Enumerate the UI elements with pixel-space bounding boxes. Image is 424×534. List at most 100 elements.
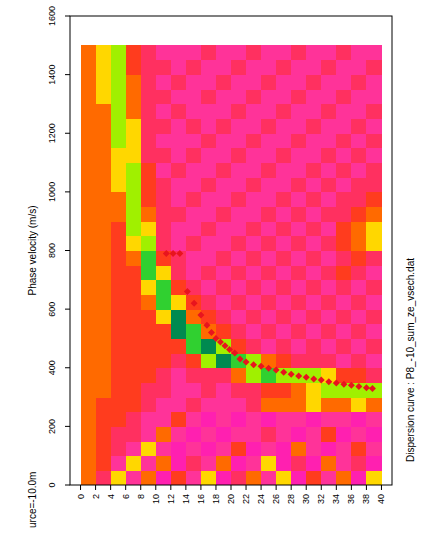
heatmap-cell bbox=[351, 133, 367, 148]
heatmap-cell bbox=[141, 221, 157, 236]
heatmap-cell bbox=[186, 265, 202, 280]
heatmap-cell bbox=[111, 324, 127, 339]
heatmap-cell bbox=[156, 236, 172, 251]
heatmap-cell bbox=[276, 148, 292, 163]
heatmap-cell bbox=[366, 163, 382, 178]
dispersion-point bbox=[243, 358, 250, 365]
dispersion-point bbox=[176, 250, 183, 257]
heatmap-cell bbox=[321, 119, 337, 134]
heatmap-cell bbox=[171, 133, 187, 148]
heatmap-cell bbox=[291, 148, 307, 163]
heatmap-cell bbox=[156, 382, 172, 397]
dispersion-point bbox=[163, 250, 170, 257]
heatmap-cell bbox=[261, 382, 277, 397]
heatmap-cell bbox=[96, 441, 112, 456]
heatmap-cell bbox=[156, 133, 172, 148]
heatmap-cell bbox=[276, 412, 292, 427]
heatmap-cell bbox=[291, 470, 307, 485]
heatmap bbox=[81, 45, 382, 485]
heatmap-cell bbox=[96, 294, 112, 309]
heatmap-cell bbox=[246, 294, 262, 309]
heatmap-cell bbox=[261, 119, 277, 134]
heatmap-cell bbox=[246, 192, 262, 207]
heatmap-cell bbox=[156, 397, 172, 412]
x-tick-label: 16 bbox=[196, 494, 206, 504]
heatmap-cell bbox=[186, 192, 202, 207]
heatmap-cell bbox=[111, 294, 127, 309]
x-tick bbox=[261, 485, 262, 490]
heatmap-cell bbox=[141, 412, 157, 427]
y-tick bbox=[65, 133, 70, 134]
heatmap-cell bbox=[321, 265, 337, 280]
heatmap-cell bbox=[216, 382, 232, 397]
x-tick bbox=[336, 485, 337, 490]
heatmap-cell bbox=[336, 133, 352, 148]
heatmap-cell bbox=[276, 309, 292, 324]
heatmap-cell bbox=[186, 163, 202, 178]
heatmap-cell bbox=[156, 265, 172, 280]
heatmap-cell bbox=[81, 265, 97, 280]
heatmap-cell bbox=[351, 280, 367, 295]
heatmap-cell bbox=[141, 441, 157, 456]
heatmap-cell bbox=[336, 280, 352, 295]
heatmap-cell bbox=[336, 192, 352, 207]
heatmap-cell bbox=[156, 192, 172, 207]
heatmap-cell bbox=[306, 324, 322, 339]
heatmap-cell bbox=[186, 456, 202, 471]
dispersion-point bbox=[369, 385, 376, 392]
heatmap-cell bbox=[201, 104, 217, 119]
heatmap-cell bbox=[261, 338, 277, 353]
heatmap-cell bbox=[141, 294, 157, 309]
heatmap-cell bbox=[96, 192, 112, 207]
heatmap-cell bbox=[81, 280, 97, 295]
heatmap-cell bbox=[141, 397, 157, 412]
y-tick-label: 0 bbox=[47, 482, 57, 487]
heatmap-cell bbox=[276, 60, 292, 75]
heatmap-cell bbox=[306, 441, 322, 456]
heatmap-cell bbox=[216, 45, 232, 60]
heatmap-cell bbox=[96, 382, 112, 397]
heatmap-cell bbox=[276, 133, 292, 148]
heatmap-cell bbox=[96, 265, 112, 280]
heatmap-cell bbox=[81, 119, 97, 134]
heatmap-cell bbox=[246, 338, 262, 353]
heatmap-cell bbox=[291, 412, 307, 427]
heatmap-cell bbox=[141, 338, 157, 353]
heatmap-cell bbox=[186, 207, 202, 222]
heatmap-cell bbox=[246, 251, 262, 266]
heatmap-cell bbox=[81, 324, 97, 339]
heatmap-cell bbox=[171, 368, 187, 383]
heatmap-cell bbox=[126, 397, 142, 412]
dispersion-point bbox=[231, 350, 238, 357]
dispersion-point bbox=[208, 329, 215, 336]
heatmap-cell bbox=[156, 324, 172, 339]
heatmap-cell bbox=[291, 60, 307, 75]
heatmap-cell bbox=[216, 75, 232, 90]
heatmap-cell bbox=[156, 426, 172, 441]
heatmap-cell bbox=[171, 221, 187, 236]
heatmap-cell bbox=[111, 133, 127, 148]
heatmap-cell bbox=[216, 163, 232, 178]
heatmap-cell bbox=[111, 470, 127, 485]
heatmap-cell bbox=[261, 251, 277, 266]
y-tick-label: 800 bbox=[47, 243, 57, 258]
heatmap-cell bbox=[171, 441, 187, 456]
heatmap-cell bbox=[96, 324, 112, 339]
heatmap-cell bbox=[306, 309, 322, 324]
heatmap-cell bbox=[111, 177, 127, 192]
heatmap-cell bbox=[276, 382, 292, 397]
heatmap-cell bbox=[81, 412, 97, 427]
heatmap-cell bbox=[246, 397, 262, 412]
heatmap-cell bbox=[351, 148, 367, 163]
heatmap-cell bbox=[291, 251, 307, 266]
heatmap-cell bbox=[306, 412, 322, 427]
heatmap-cell bbox=[96, 456, 112, 471]
heatmap-cell bbox=[81, 177, 97, 192]
heatmap-cell bbox=[126, 280, 142, 295]
heatmap-cell bbox=[201, 192, 217, 207]
heatmap-cell bbox=[351, 338, 367, 353]
heatmap-cell bbox=[291, 265, 307, 280]
heatmap-cell bbox=[216, 148, 232, 163]
heatmap-cell bbox=[276, 207, 292, 222]
heatmap-cell bbox=[366, 207, 382, 222]
